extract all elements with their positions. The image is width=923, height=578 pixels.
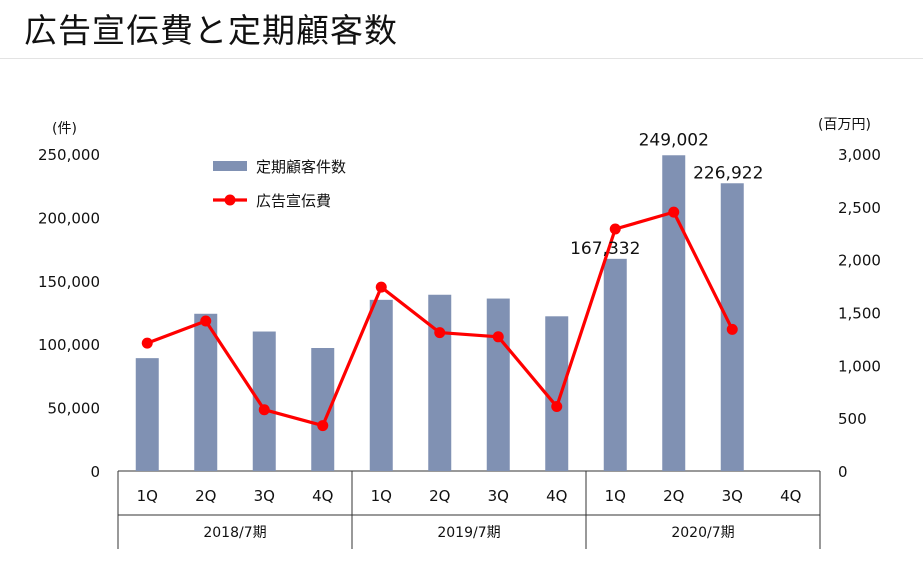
left-axis-tick-label: 150,000 [38, 273, 100, 291]
left-axis-tick-label: 50,000 [48, 400, 101, 418]
data-label: 249,002 [639, 130, 709, 150]
bar [369, 299, 393, 471]
bar [428, 294, 452, 471]
category-label: 1Q [371, 487, 392, 505]
line-point [668, 206, 680, 218]
right-axis-tick-label: 2,000 [838, 252, 881, 270]
category-label: 3Q [722, 487, 743, 505]
left-axis-unit: (件) [52, 121, 77, 137]
category-label: 3Q [488, 487, 509, 505]
line-point [726, 323, 738, 335]
line-point [258, 404, 270, 416]
left-axis-tick-label: 250,000 [38, 146, 100, 164]
right-axis-tick-label: 2,500 [838, 199, 881, 217]
left-axis-tick-label: 0 [90, 463, 100, 481]
bar [311, 348, 335, 471]
category-label: 4Q [546, 487, 567, 505]
right-axis-tick-label: 3,000 [838, 146, 881, 164]
right-axis-tick-label: 1,000 [838, 357, 881, 375]
line-point [200, 315, 212, 327]
category-label: 4Q [780, 487, 801, 505]
category-label: 1Q [137, 487, 158, 505]
bar [662, 155, 686, 472]
period-label: 2018/7期 [203, 525, 266, 541]
bar [603, 258, 627, 471]
line-point [141, 337, 153, 349]
legend-label-line: 広告宣伝費 [256, 192, 331, 210]
category-label: 1Q [605, 487, 626, 505]
legend-swatch-marker [224, 194, 236, 206]
line-point [434, 327, 446, 339]
data-label: 167,332 [570, 239, 640, 259]
right-axis-tick-label: 500 [838, 410, 867, 428]
line-point [551, 401, 563, 413]
data-label: 226,922 [693, 163, 763, 183]
line-point [317, 420, 329, 432]
legend-swatch-bar [213, 161, 247, 171]
period-label: 2020/7期 [671, 525, 734, 541]
bar [194, 313, 218, 471]
line-point [375, 281, 387, 293]
right-axis-tick-label: 0 [838, 463, 848, 481]
line-point [609, 223, 621, 235]
page-title: 広告宣伝費と定期顧客数 [24, 11, 398, 50]
line-series [141, 206, 738, 432]
data-labels: 167,332 249,002 226,922 [570, 130, 763, 259]
bar [486, 298, 510, 471]
period-label: 2019/7期 [437, 525, 500, 541]
legend-label-bar: 定期顧客件数 [256, 158, 346, 176]
category-label: 2Q [195, 487, 216, 505]
left-axis-tick-label: 200,000 [38, 209, 100, 227]
category-label: 3Q [254, 487, 275, 505]
line-point [492, 331, 504, 343]
right-axis-tick-label: 1,500 [838, 305, 881, 323]
bar [545, 316, 569, 471]
category-label: 2Q [429, 487, 450, 505]
title-divider [0, 58, 923, 59]
left-axis-tick-label: 100,000 [38, 336, 100, 354]
right-axis-unit: (百万円) [818, 117, 871, 133]
category-label: 2Q [663, 487, 684, 505]
axes: 0 50,000 100,000 150,000 200,000 250,000 (件) 0 5… [38, 117, 881, 549]
category-label: 4Q [312, 487, 333, 505]
bar [135, 358, 159, 471]
bar [252, 331, 276, 471]
